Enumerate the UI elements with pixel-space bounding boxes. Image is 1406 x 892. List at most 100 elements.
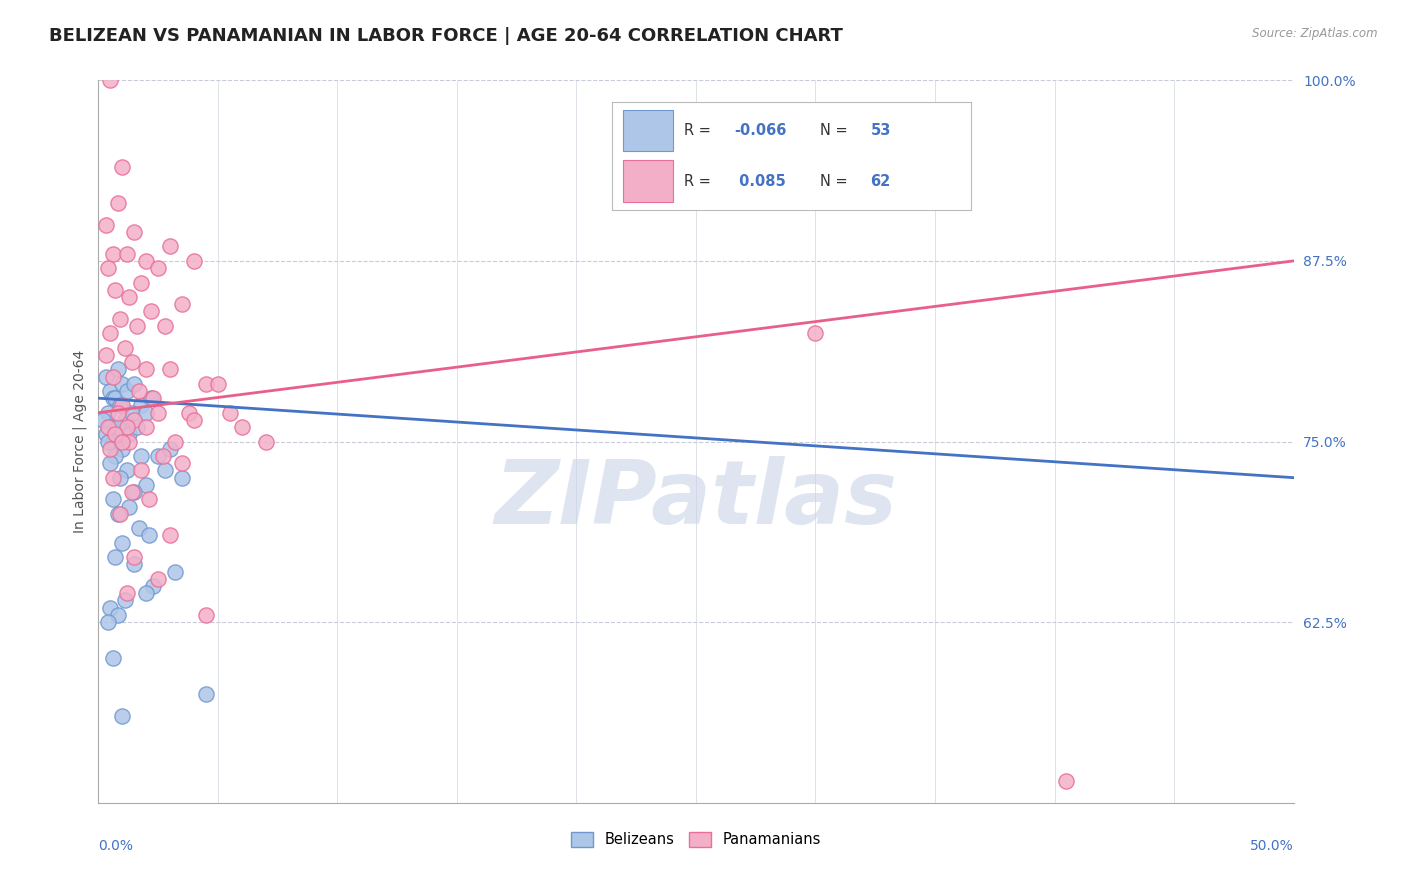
Point bbox=[107, 362, 129, 376]
Point bbox=[97, 420, 120, 434]
Point bbox=[111, 434, 134, 449]
Point bbox=[121, 406, 143, 420]
Point bbox=[98, 384, 122, 398]
Point bbox=[131, 463, 153, 477]
Point bbox=[97, 615, 120, 630]
Point bbox=[115, 586, 138, 600]
Point bbox=[163, 434, 186, 449]
Point bbox=[101, 651, 124, 665]
Point bbox=[108, 470, 131, 484]
Point bbox=[104, 283, 127, 297]
Point bbox=[124, 485, 146, 500]
Point bbox=[115, 420, 138, 434]
Point bbox=[104, 550, 127, 565]
Point bbox=[108, 507, 131, 521]
Point bbox=[101, 391, 124, 405]
Point bbox=[172, 470, 194, 484]
Point bbox=[111, 160, 134, 174]
Point bbox=[254, 434, 277, 449]
Point bbox=[108, 311, 131, 326]
Y-axis label: In Labor Force | Age 20-64: In Labor Force | Age 20-64 bbox=[73, 350, 87, 533]
Point bbox=[94, 427, 117, 442]
Point bbox=[159, 362, 181, 376]
Point bbox=[135, 478, 157, 492]
Point bbox=[131, 449, 153, 463]
Point bbox=[115, 384, 138, 398]
Point bbox=[195, 376, 218, 391]
Point bbox=[115, 463, 138, 477]
Point bbox=[163, 565, 186, 579]
Point bbox=[139, 304, 162, 318]
Point bbox=[108, 398, 131, 412]
Point bbox=[98, 600, 122, 615]
Point bbox=[104, 427, 127, 442]
Point bbox=[135, 420, 157, 434]
Point bbox=[115, 246, 138, 260]
Text: ZIPatlas: ZIPatlas bbox=[495, 456, 897, 543]
Point bbox=[128, 384, 150, 398]
Point bbox=[107, 406, 129, 420]
Point bbox=[142, 579, 165, 593]
Point bbox=[1056, 774, 1078, 789]
Point bbox=[114, 341, 136, 355]
Point bbox=[98, 73, 122, 87]
Point bbox=[107, 507, 129, 521]
Point bbox=[124, 550, 146, 565]
Point bbox=[118, 427, 141, 442]
Point bbox=[135, 586, 157, 600]
Point bbox=[195, 687, 218, 701]
Point bbox=[107, 196, 129, 211]
Point bbox=[124, 225, 146, 239]
Text: Source: ZipAtlas.com: Source: ZipAtlas.com bbox=[1253, 27, 1378, 40]
Point bbox=[195, 607, 218, 622]
Point bbox=[148, 449, 170, 463]
Point bbox=[155, 318, 177, 333]
Point bbox=[135, 254, 157, 268]
Point bbox=[124, 376, 146, 391]
Point bbox=[219, 406, 242, 420]
Point bbox=[125, 420, 148, 434]
Point bbox=[804, 326, 827, 341]
Point bbox=[131, 276, 153, 290]
Point bbox=[118, 290, 141, 304]
Point bbox=[131, 398, 153, 412]
Point bbox=[159, 239, 181, 253]
Point bbox=[139, 391, 162, 405]
Point bbox=[124, 558, 146, 572]
Point bbox=[155, 463, 177, 477]
Point bbox=[104, 391, 127, 405]
Point bbox=[183, 413, 205, 427]
Point bbox=[159, 528, 181, 542]
Point bbox=[231, 420, 253, 434]
Point bbox=[98, 442, 122, 456]
Point bbox=[148, 572, 170, 586]
Point bbox=[94, 369, 117, 384]
Point bbox=[97, 434, 120, 449]
Point bbox=[135, 362, 157, 376]
Point bbox=[97, 406, 120, 420]
Point bbox=[101, 492, 124, 507]
Point bbox=[101, 470, 124, 484]
Point bbox=[111, 398, 134, 412]
Point bbox=[179, 406, 201, 420]
Text: 0.0%: 0.0% bbox=[98, 838, 134, 853]
Point bbox=[111, 442, 134, 456]
Point bbox=[121, 355, 143, 369]
Point bbox=[107, 607, 129, 622]
Point bbox=[111, 709, 134, 723]
Point bbox=[101, 434, 124, 449]
Legend: Belizeans, Panamanians: Belizeans, Panamanians bbox=[565, 826, 827, 854]
Point bbox=[125, 318, 148, 333]
Point bbox=[138, 528, 160, 542]
Point bbox=[91, 413, 114, 427]
Point bbox=[138, 492, 160, 507]
Point bbox=[107, 420, 129, 434]
Point bbox=[98, 420, 122, 434]
Point bbox=[118, 434, 141, 449]
Point bbox=[148, 261, 170, 276]
Point bbox=[111, 376, 134, 391]
Text: BELIZEAN VS PANAMANIAN IN LABOR FORCE | AGE 20-64 CORRELATION CHART: BELIZEAN VS PANAMANIAN IN LABOR FORCE | … bbox=[49, 27, 844, 45]
Point bbox=[114, 593, 136, 607]
Point bbox=[142, 391, 165, 405]
Point bbox=[101, 369, 124, 384]
